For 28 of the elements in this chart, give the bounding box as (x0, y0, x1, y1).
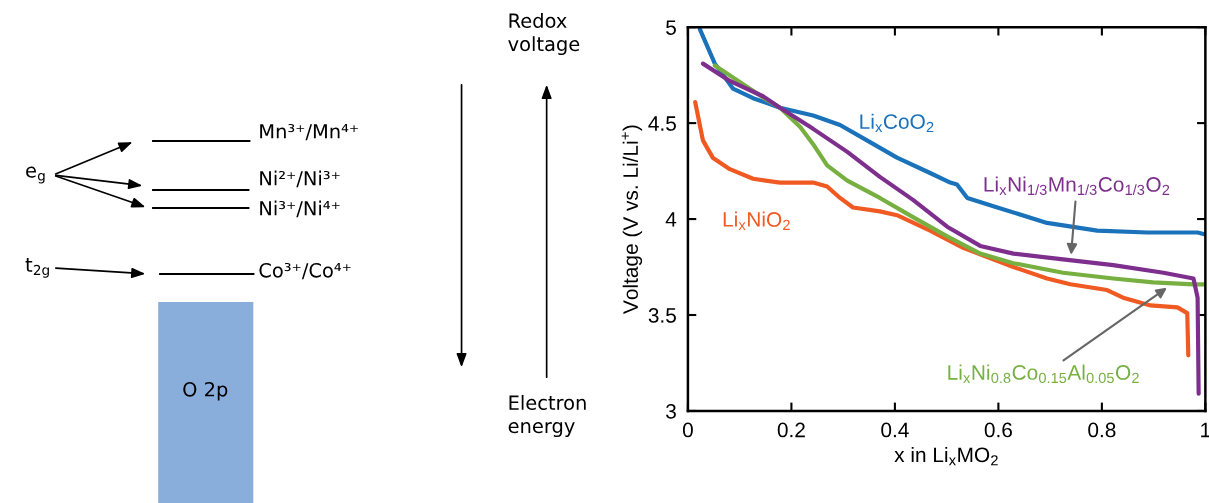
series-label: Li$_{x}$CoO$_{2}$ (860, 113, 934, 133)
text: t$_{2g}$ (25, 258, 49, 278)
text: Electron energy (508, 394, 586, 438)
text: Mn³⁺/Mn⁴⁺ (260, 123, 358, 141)
series-label: Li$_{x}$NiO$_{2}$ (723, 211, 790, 230)
y-axis-title: Voltage (V vs. Li/Li$^{+}$) (621, 125, 643, 314)
x-tick-label: 0.2 (777, 422, 805, 438)
y-tick-label: 3 (666, 403, 676, 419)
text: Co³⁺/Co⁴⁺ (259, 262, 351, 280)
line-series (700, 61, 1201, 396)
x-axis-title: x in Li$_{x}$MO$_{2}$ (894, 446, 998, 466)
text: O 2p (183, 381, 228, 401)
y-tick-label: 5 (666, 20, 676, 35)
text: Li$_{x}$Ni$_{0.8}$Co$_{0.15}$Al$_{0.05}$O$_{2}$ (948, 364, 1139, 384)
line-series (697, 27, 1206, 237)
x-tick-label: 0.8 (1088, 422, 1116, 438)
x-tick-label: 0.6 (984, 422, 1012, 438)
x-tick-label: 0.4 (881, 422, 909, 438)
text: Ni²⁺/Ni³⁺ (260, 170, 340, 188)
line-series (693, 99, 1191, 358)
text: e$_{g}$ (26, 166, 45, 184)
text: Li$_{x}$Ni$_{1/3}$Mn$_{1/3}$Co$_{1/3}$O$_{2}$ (984, 176, 1170, 196)
y-tick-label: 4 (665, 212, 677, 227)
text: Ni³⁺/Ni⁴⁺ (260, 200, 340, 218)
x-tick-label: 0 (682, 422, 693, 438)
y-tick-label: 3.5 (648, 308, 676, 323)
y-tick-label: 4.5 (648, 116, 676, 131)
text: Redox voltage (508, 12, 580, 56)
